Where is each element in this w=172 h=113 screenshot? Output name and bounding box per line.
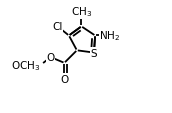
Text: OCH$_3$: OCH$_3$ xyxy=(11,59,40,72)
Text: NH$_2$: NH$_2$ xyxy=(99,29,121,43)
Text: CH$_3$: CH$_3$ xyxy=(71,6,92,19)
Text: Cl: Cl xyxy=(52,22,63,32)
Text: O: O xyxy=(47,53,55,63)
Text: O: O xyxy=(60,74,68,84)
Text: S: S xyxy=(91,48,97,58)
